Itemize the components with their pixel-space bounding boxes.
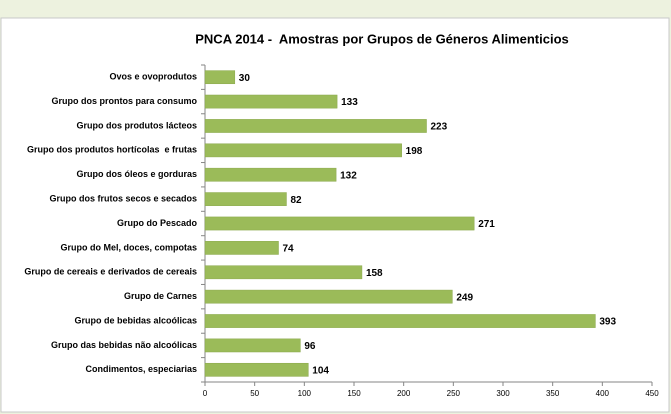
value-label: 104	[312, 365, 329, 376]
value-label: 132	[340, 170, 357, 181]
y-tick-label: Grupo dos prontos para consumo	[51, 96, 197, 106]
x-tick-label: 300	[496, 389, 510, 398]
y-tick-label: Grupo de bebidas alcoólicas	[74, 315, 197, 325]
bar	[204, 314, 596, 328]
y-tick-label: Grupo do Mel, doces, compotas	[60, 242, 197, 252]
x-tick-label: 150	[347, 389, 361, 398]
chart-area	[0, 17, 670, 413]
bar	[204, 216, 475, 231]
value-label: 223	[431, 122, 448, 133]
bar	[204, 265, 363, 280]
value-label: 393	[599, 317, 616, 328]
value-label: 271	[478, 219, 495, 230]
bar	[204, 70, 236, 85]
y-tick-label: Grupo dos produtos hortícolas e frutas	[27, 145, 197, 155]
x-tick-label: 200	[397, 389, 411, 398]
bar	[204, 362, 309, 377]
value-label: 30	[239, 73, 251, 84]
value-label: 96	[304, 341, 316, 352]
value-label: 133	[341, 97, 358, 108]
x-tick-label: 350	[546, 389, 560, 398]
chart-title: PNCA 2014 - Amostras por Grupos de Géner…	[195, 31, 568, 46]
y-tick-label: Condimentos, especiarias	[85, 364, 197, 374]
x-tick-label: 400	[596, 389, 610, 398]
x-tick-label: 0	[203, 389, 208, 398]
bar	[204, 192, 287, 206]
value-label: 198	[406, 146, 423, 157]
value-label: 74	[283, 244, 295, 255]
y-tick-label: Grupo dos frutos secos e secados	[49, 193, 197, 203]
bar	[204, 289, 453, 304]
bar	[204, 167, 337, 182]
bar	[204, 94, 338, 109]
bar	[204, 338, 301, 353]
y-tick-label: Grupo de Carnes	[124, 291, 197, 301]
value-label: 249	[456, 292, 473, 303]
x-tick-label: 50	[250, 389, 259, 398]
y-tick-label: Grupo do Pescado	[117, 218, 198, 228]
bar	[204, 241, 279, 255]
y-tick-label: Grupo de cereais e derivados de cereais	[24, 267, 197, 277]
bar	[204, 143, 402, 158]
x-tick-label: 450	[645, 389, 659, 398]
y-tick-label: Grupo dos produtos lácteos	[76, 120, 197, 130]
x-tick-label: 250	[447, 389, 461, 398]
bar	[204, 119, 427, 133]
value-label: 82	[290, 195, 302, 206]
y-tick-label: Ovos e ovoprodutos	[109, 72, 197, 82]
value-label: 158	[366, 268, 383, 279]
y-tick-label: Grupo das bebidas não alcoólicas	[51, 340, 197, 350]
x-tick-label: 100	[298, 389, 312, 398]
y-tick-label: Grupo dos óleos e gorduras	[76, 169, 197, 179]
